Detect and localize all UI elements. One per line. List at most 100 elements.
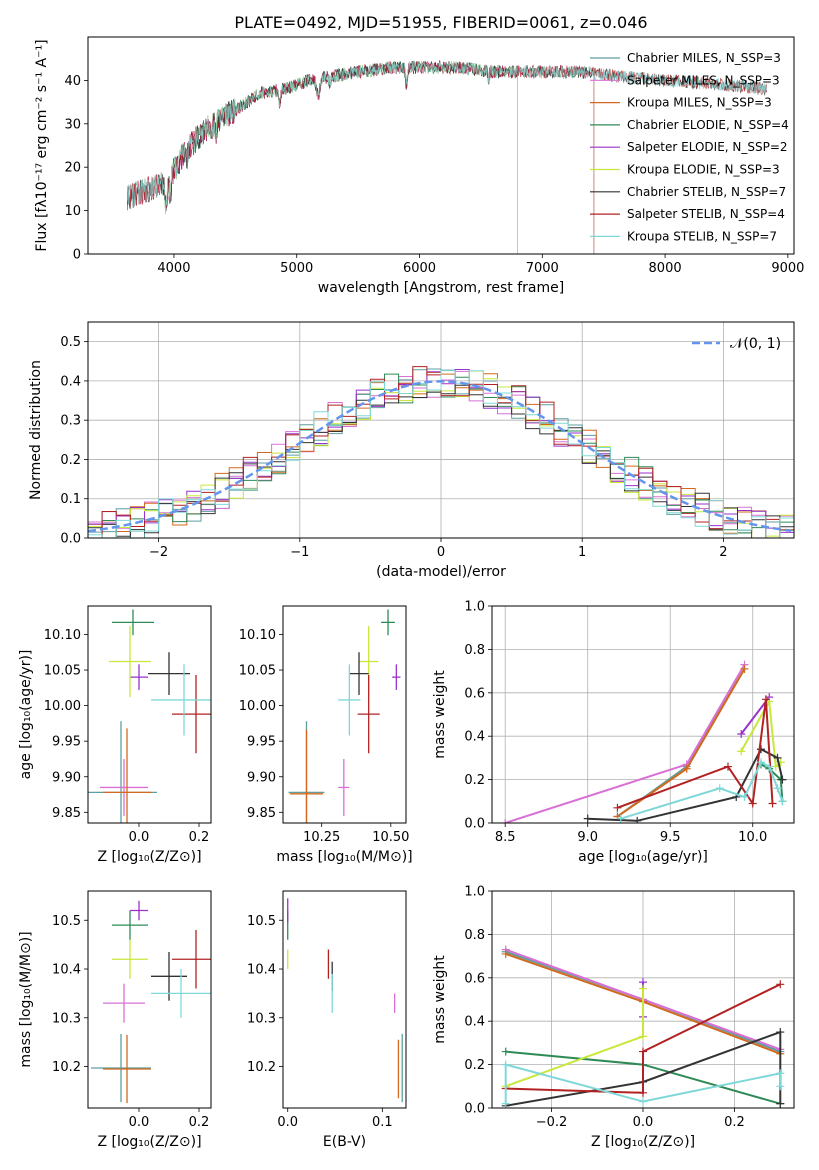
x-tick-label: 10.0	[738, 830, 767, 845]
figure-title: PLATE=0492, MJD=51955, FIBERID=0061, z=0…	[234, 13, 647, 32]
y-tick-label: 1.0	[464, 600, 485, 615]
x-tick-label: 0.2	[724, 1115, 745, 1130]
y-axis-label: Flux [fλ10⁻¹⁷ erg cm⁻² s⁻¹ A⁻¹]	[34, 39, 50, 251]
y-tick-label: 10.00	[239, 699, 276, 714]
y-tick-label: 9.85	[247, 806, 276, 821]
weight-point-marker	[773, 784, 782, 793]
x-axis-label: Z [log₁₀(Z/Z⊙)]	[97, 1134, 201, 1150]
y-tick-label: 9.95	[52, 735, 81, 750]
x-axis-label: Z [log₁₀(Z/Z⊙)]	[97, 849, 201, 865]
weight-point-marker	[761, 695, 770, 704]
legend-label: Kroupa ELODIE, N_SSP=3	[627, 163, 780, 177]
x-tick-label: 0.2	[189, 1115, 210, 1130]
weight-point-marker	[748, 799, 757, 808]
y-tick-label: 10.00	[44, 699, 81, 714]
y-tick-label: 0	[73, 248, 81, 263]
weight-point-marker	[682, 764, 691, 773]
legend-label: Chabrier STELIB, N_SSP=7	[627, 185, 786, 199]
x-tick-label: −2	[149, 545, 168, 560]
y-tick-label: 10.10	[239, 628, 276, 643]
x-tick-label: 9.0	[577, 830, 598, 845]
weight-point-marker	[756, 758, 765, 767]
weight-point-marker	[776, 1082, 785, 1091]
axes-frame	[87, 321, 795, 539]
x-tick-label: 0.2	[189, 830, 210, 845]
axes-frame	[282, 605, 407, 824]
weight-point-marker	[776, 1069, 785, 1078]
y-tick-label: 10.05	[44, 664, 81, 679]
weight-point-marker	[639, 1032, 647, 1041]
legend-label: Chabrier MILES, N_SSP=3	[627, 51, 781, 65]
x-tick-label: 8.5	[495, 830, 516, 845]
weight-point-marker	[639, 1097, 647, 1106]
y-tick-label: 10.2	[52, 1060, 81, 1075]
x-tick-label: 1	[578, 545, 586, 560]
y-tick-label: 9.90	[247, 770, 276, 785]
weight-point-marker	[740, 664, 749, 673]
x-tick-label: 0	[437, 545, 445, 560]
weight-point-marker	[773, 753, 782, 762]
axes-frame	[87, 36, 795, 255]
y-tick-label: 9.95	[247, 735, 276, 750]
weight-point-marker	[501, 819, 510, 823]
x-axis-label: mass [log₁₀(M/M⊙)]	[276, 849, 412, 865]
x-tick-label: 0.1	[372, 1115, 393, 1130]
x-axis-label: E(B-V)	[323, 1134, 366, 1150]
weight-point-marker	[737, 730, 746, 739]
weight-point-marker	[715, 784, 724, 793]
axes-frame	[282, 890, 407, 1109]
y-tick-label: 30	[64, 117, 81, 132]
y-tick-label: 0.1	[60, 492, 81, 507]
legend-label: Salpeter MILES, N_SSP=3	[627, 73, 780, 87]
weight-point-marker	[776, 1028, 785, 1037]
weight-point-marker	[501, 1099, 510, 1108]
y-tick-label: 40	[64, 74, 81, 89]
legend-label: Kroupa MILES, N_SSP=3	[627, 96, 772, 110]
x-tick-label: 7000	[526, 261, 559, 276]
weight-point-marker	[768, 799, 777, 808]
weight-point-marker	[501, 1060, 510, 1069]
y-tick-label: 10.5	[52, 914, 81, 929]
y-tick-label: 0.2	[464, 1058, 485, 1073]
weight-series-line	[505, 983, 781, 1094]
y-tick-label: 0.0	[60, 532, 81, 547]
x-tick-label: −1	[290, 545, 309, 560]
x-tick-label: 6000	[403, 261, 436, 276]
weight-point-marker	[740, 792, 749, 801]
weight-point-marker	[583, 814, 592, 823]
weight-point-marker	[633, 816, 642, 823]
y-tick-label: 0.6	[464, 971, 485, 986]
x-tick-label: 5000	[280, 261, 313, 276]
weight-point-marker	[737, 747, 746, 756]
y-tick-label: 1.0	[464, 885, 485, 900]
y-tick-label: 0.4	[464, 730, 485, 745]
y-tick-label: 10.4	[247, 963, 276, 978]
x-tick-label: 0.0	[129, 830, 150, 845]
weight-point-marker	[776, 1099, 785, 1108]
y-tick-label: 10.3	[247, 1011, 276, 1026]
legend-label: Kroupa STELIB, N_SSP=7	[627, 229, 777, 243]
y-tick-label: 9.90	[52, 770, 81, 785]
spectrum-series-line	[127, 60, 767, 214]
x-tick-label: 10.50	[372, 830, 409, 845]
y-tick-label: 0.2	[60, 453, 81, 468]
x-tick-label: −0.2	[536, 1115, 568, 1130]
y-axis-label: Normed distribution	[28, 360, 44, 500]
y-tick-label: 10.5	[247, 914, 276, 929]
x-axis-label: age [log₁₀(age/yr)]	[578, 849, 708, 865]
weight-point-marker	[501, 949, 510, 958]
x-tick-label: 0.0	[277, 1115, 298, 1130]
weight-point-marker	[778, 775, 787, 784]
y-tick-label: 0.4	[60, 374, 81, 389]
x-tick-label: 8000	[649, 261, 682, 276]
weight-point-marker	[613, 803, 622, 812]
x-axis-label: (data-model)/error	[376, 564, 506, 580]
axes-frame	[491, 605, 795, 824]
axes-frame	[87, 605, 212, 824]
axes-frame	[87, 890, 212, 1109]
legend-label: Chabrier ELODIE, N_SSP=4	[627, 118, 789, 132]
x-tick-label: 2	[719, 545, 727, 560]
x-axis-label: wavelength [Angstrom, rest frame]	[318, 280, 564, 296]
weight-point-marker	[639, 1047, 647, 1056]
